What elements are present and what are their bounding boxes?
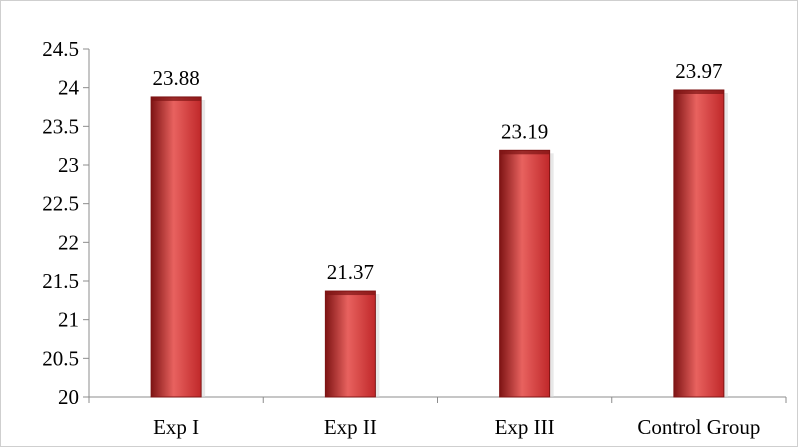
y-tick-label: 24.5 (42, 37, 79, 61)
labels: 20 20.5 21 21.5 22 22.5 23 23.5 24 24.5 23.88 Exp I… (42, 37, 760, 439)
category-label: Exp I (153, 415, 199, 439)
data-label: 21.37 (327, 260, 374, 284)
y-tick-label: 22.5 (42, 192, 79, 216)
bar (324, 290, 376, 398)
bar-top (499, 150, 550, 155)
bar (150, 96, 202, 398)
y-tick-label: 22 (58, 230, 79, 254)
y-tick-label: 20 (58, 385, 79, 409)
bar-top (151, 96, 202, 101)
category-label: Exp III (495, 415, 555, 439)
y-tick-label: 21.5 (42, 269, 79, 293)
data-label: 23.97 (675, 59, 722, 83)
y-tick-label: 23 (58, 153, 79, 177)
data-label: 23.19 (501, 119, 548, 143)
y-tick-label: 23.5 (42, 114, 79, 138)
y-tick-label: 21 (58, 308, 79, 332)
category-label: Control Group (637, 415, 760, 439)
y-tick-label: 24 (58, 76, 80, 100)
category-label: Exp II (324, 415, 377, 439)
bar-top (325, 291, 376, 296)
bar (499, 149, 551, 398)
bars (150, 89, 728, 398)
axes (83, 48, 787, 403)
y-tick-label: 20.5 (42, 346, 79, 370)
data-label: 23.88 (153, 66, 200, 90)
bar-top (673, 89, 724, 94)
bar (673, 89, 725, 398)
